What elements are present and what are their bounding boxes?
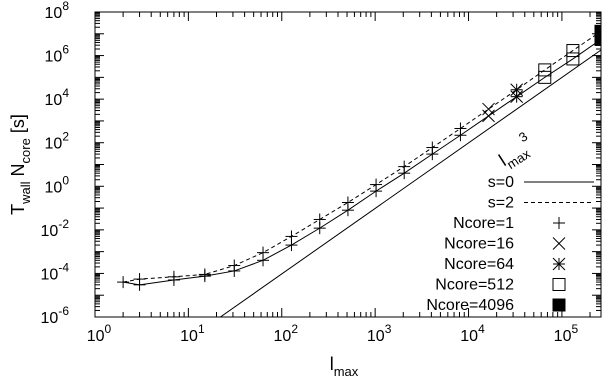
series-ncore-1-point-24 [454,122,467,135]
series-ncore-512-point-0-box [538,70,552,84]
legend-item-ncore-512-label: Ncore=512 [435,277,514,294]
legend-item-ncore-1: Ncore=1 [453,215,565,232]
x-tick-label-2: 102 [274,322,299,345]
series-layer [117,24,601,317]
series-ncore-1-point-6 [198,268,211,281]
legend-item-ncore-512-swatch [552,278,566,291]
series-s-0-line-1 [220,49,601,317]
series-ncore-1-point-12 [285,230,298,243]
legend-item-ncore-4096-swatch-box [552,298,566,312]
y-axis-label: Twall Ncore [s] [8,114,33,215]
annotation-lmax-cubed: lmax3 [492,129,539,174]
series-ncore-512-point-1-box [538,63,552,77]
series-ncore-1-point-20 [398,160,411,173]
axes-layer [94,11,602,318]
legend-item-s-2-label: s=2 [488,195,514,212]
series-ncore-512-point-1 [538,63,552,77]
y-tick-label-5: 104 [45,86,70,109]
x-tick-label-5: 105 [554,322,579,345]
axis-labels: 100 101 102 103 104 105 10-6 10-4 10-2 100 102 104 1… [8,0,578,379]
legend-item-ncore-4096-swatch [552,298,566,312]
y-tick-label-1: 10-4 [41,260,70,283]
series-ncore-1-point-0 [117,276,130,289]
legend-item-ncore-4096: Ncore=4096 [426,297,566,314]
legend-item-ncore-4096-label: Ncore=4096 [426,297,514,314]
series-ncore-1-point-22 [426,141,439,154]
legend-item-ncore-16: Ncore=16 [444,236,566,253]
y-tick-label-3: 100 [45,173,70,196]
series-ncore-512-point-3-box [566,44,580,58]
y-tick-label-0: 10-6 [41,304,70,327]
y-tick-label-4: 102 [45,130,70,153]
legend-item-ncore-1-swatch [553,217,565,229]
legend-item-ncore-64: Ncore=64 [444,256,566,273]
series-ncore-16-point-0-d2 [482,109,495,123]
series-ncore-1-point-14 [313,213,326,226]
legend-item-ncore-512: Ncore=512 [435,277,566,294]
x-tick-label-1: 101 [180,322,205,345]
series-s-2-line-2 [123,30,601,283]
series-ncore-1-point-10 [257,246,270,259]
series-ncore-64-point-0-d2 [510,90,524,104]
series-ncore-16-point-1-d2 [482,102,495,116]
x-tick-label-0: 100 [87,322,112,345]
legend-item-ncore-64-label: Ncore=64 [444,256,514,273]
series-ncore-64-point-1 [510,83,524,97]
legend-item-ncore-64-swatch-d2 [552,257,566,271]
legend-item-ncore-512-swatch-box [552,278,566,291]
legend: s=0 s=2 Ncore=1 Ncore=16 Ncore=64 Ncore=512 Nc… [426,174,594,314]
x-tick-label-3: 103 [367,322,392,345]
legend-item-ncore-16-swatch-d2 [552,237,566,250]
legend-item-s-0-label: s=0 [488,174,514,191]
series-ncore-1-point-2 [133,273,146,286]
x-tick-label-4: 104 [460,322,485,345]
legend-item-ncore-64-swatch [552,257,566,271]
series-ncore-64-point-0 [510,90,524,104]
legend-item-ncore-1-label: Ncore=1 [453,215,514,232]
series-ncore-1-point-18 [370,178,383,191]
legend-item-ncore-16-swatch [552,237,566,250]
series-ncore-1-point-4 [167,270,180,283]
legend-item-s-0: s=0 [488,174,594,191]
series-ncore-512-point-0 [538,70,552,84]
legend-item-ncore-16-label: Ncore=16 [444,236,514,253]
series-ncore-16-point-1 [482,102,495,116]
series-ncore-1-point-16 [341,196,354,209]
series-ncore-512-point-2 [566,52,580,66]
series-s-0-line-0 [123,39,601,286]
y-tick-label-7: 108 [45,0,70,22]
x-axis-label: lmax [330,354,359,379]
series-ncore-16-point-0 [482,109,495,123]
series-ncore-512-point-3 [566,44,580,58]
plot-frame [94,11,602,318]
legend-item-s-2: s=2 [488,195,594,212]
series-ncore-512-point-2-box [566,52,580,66]
series-ncore-64-point-1-d2 [510,83,524,97]
series-ncore-1-point-8 [228,259,241,272]
y-tick-label-2: 10-2 [41,217,70,240]
y-tick-label-6: 106 [45,43,70,66]
